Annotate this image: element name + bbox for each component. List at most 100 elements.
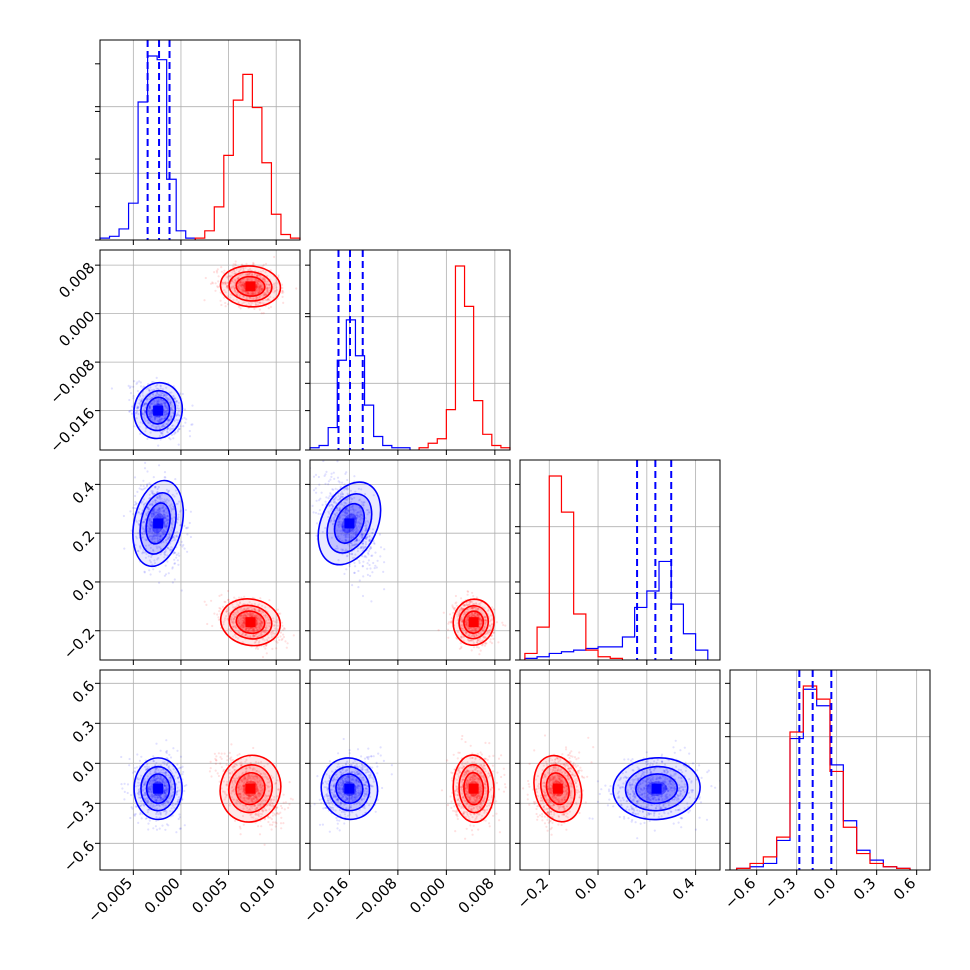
sample-point [144,780,147,783]
sample-point [255,628,258,631]
sample-point [369,567,372,570]
scatter-panel-3-1: −0.20.00.20.4 [60,459,301,665]
sample-point [355,538,359,541]
sample-point [346,507,349,510]
sample-point [134,500,137,504]
sample-point [370,546,373,550]
sample-point [171,802,174,805]
sample-point [144,420,147,423]
sample-point [252,628,256,632]
sample-point [148,407,151,410]
sample-point [226,285,229,288]
sample-point [460,597,463,600]
sample-point [151,537,154,540]
sample-point [467,634,470,638]
sample-point [250,293,253,296]
sample-point [339,494,342,497]
sample-point [157,403,160,406]
sample-point [156,528,159,531]
sample-point [256,274,259,277]
sample-point [151,537,154,541]
sample-point [152,795,155,798]
sample-point [161,391,164,394]
sample-point [183,824,186,827]
sample-point [358,559,361,562]
sample-point [148,786,151,789]
sample-point [478,619,481,623]
sample-point [147,791,150,794]
sample-point [164,476,167,479]
sample-point [157,514,160,518]
sample-point [143,413,147,416]
sample-point [162,519,165,522]
sample-point [258,622,262,625]
sample-point [147,422,150,425]
sample-point [265,621,268,625]
sample-point [169,798,172,801]
sample-point [359,526,362,529]
sample-point [255,286,258,289]
sample-point [152,535,155,539]
sample-point [353,540,356,543]
sample-point [286,642,289,645]
sample-point [246,291,249,294]
sample-point [379,555,382,558]
sample-point [159,764,163,767]
sample-point [265,283,268,286]
sample-point [272,296,275,299]
sample-point [466,616,470,619]
sample-point [134,544,137,547]
sample-point [161,761,164,764]
sample-point [166,554,169,557]
sample-point [332,520,335,523]
sample-point [168,797,171,800]
sample-point [348,544,351,548]
sample-point [158,537,161,541]
sample-point [239,283,242,287]
sample-point [250,301,253,304]
sample-point [164,772,167,775]
sample-point [158,420,161,423]
sample-point [130,412,134,415]
sample-point [244,634,247,637]
sample-point [480,620,483,623]
sample-point [335,502,338,505]
sample-point [480,639,483,642]
sample-point [165,800,168,803]
sample-point [225,610,228,613]
sample-point [352,530,355,533]
sample-point [163,791,166,795]
sample-point [315,491,318,494]
sample-point [170,539,173,543]
sample-point [266,288,269,292]
sample-point [355,513,358,517]
sample-point [170,546,173,549]
sample-point [170,415,173,419]
sample-point [353,514,356,517]
sample-point [460,635,463,639]
sample-point [152,759,155,763]
sample-point [148,412,151,415]
sample-point [146,527,149,530]
sample-point [336,460,339,463]
sample-point [153,499,156,502]
sample-point [350,497,353,500]
sample-point [232,619,235,623]
sample-point [136,389,139,393]
sample-point [155,497,158,500]
sample-point [338,498,341,501]
sample-point [352,533,355,536]
sample-point [484,621,487,624]
sample-point [471,634,474,637]
sample-point [365,525,368,528]
sample-point [137,792,140,795]
sample-point [131,807,134,810]
panel-frame [729,669,931,871]
sample-point [243,595,246,598]
sample-point [162,810,165,813]
sample-point [232,613,235,616]
sample-point [256,285,259,289]
sample-point [147,510,150,513]
sample-point [256,289,259,292]
sample-point [340,525,343,529]
